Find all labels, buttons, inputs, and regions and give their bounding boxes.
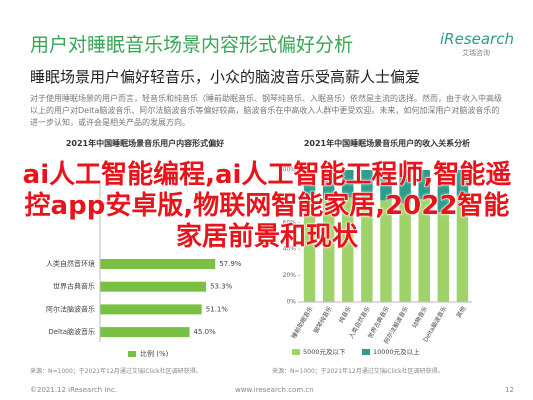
bar-segment	[437, 212, 450, 302]
bar-segment	[399, 203, 411, 302]
bar-segment	[361, 196, 373, 302]
url: www.iresearch.com.cn	[235, 386, 314, 394]
copyright: ©2021.12 iResearch Inc.	[30, 386, 118, 394]
y-tick-label: 100%	[279, 167, 296, 174]
bar-segment	[322, 199, 335, 302]
bar-segment	[418, 170, 430, 200]
y-tick-label: 80%	[283, 193, 297, 200]
bar-segment	[437, 170, 450, 213]
y-tick-label: 0%	[286, 299, 296, 306]
bar-segment	[342, 197, 354, 302]
source-note: 来源：N=1000；于2021年12月通过艾瑞iClick社区调研获得。	[272, 368, 444, 375]
chart-title: 2021年中国睡眠场景音乐用户的收入关系分析	[303, 139, 471, 148]
legend-label: 10000元及以上	[373, 347, 420, 356]
logo: iResearch	[440, 30, 514, 48]
x-tick-label: 纯音乐	[337, 305, 353, 325]
x-tick-label: 睡前助眠音乐	[290, 305, 315, 340]
legend-swatch	[362, 349, 370, 355]
bar-segment	[456, 196, 469, 302]
y-tick-label: 60%	[283, 219, 297, 226]
category-label: 世界古典音乐	[53, 282, 95, 291]
bar-segment	[303, 196, 316, 302]
bar-segment	[456, 170, 469, 197]
subtitle: 睡眠场景用户偏好轻音乐，小众的脑波音乐受高薪人士偏爱	[30, 68, 421, 86]
page-title: 用户对睡眠音乐场景内容形式偏好分析	[30, 34, 354, 56]
value-label: 51.1%	[206, 305, 229, 313]
bar-segment	[322, 170, 335, 200]
y-tick-label: 20%	[283, 272, 297, 279]
bar-segment	[303, 170, 316, 197]
bar	[100, 259, 216, 269]
value-label: 53.3%	[210, 283, 233, 291]
bar-segment	[380, 200, 392, 302]
logo-sub: 艾瑞咨询	[462, 49, 490, 57]
page-number: 12	[505, 386, 514, 394]
chart-title: 2021年中国睡眠场景音乐用户内容形式偏好	[65, 139, 225, 148]
bar-segment	[380, 170, 392, 201]
bar	[100, 304, 202, 315]
category-label: 阿尔法脑波音乐	[46, 304, 95, 313]
x-tick-label: 动物音乐	[410, 305, 429, 330]
overlay-title: ai人工智能编程,ai人工智能工程师,智能遥控app安卓版,物联网智能家居,20…	[22, 160, 512, 253]
paragraph: 对于使用睡眠场景的用户而言，轻音乐和纯音乐（睡前助眠音乐、钢琴纯音乐、入眠音乐）…	[30, 94, 502, 127]
legend-label: 比例 (%)	[140, 349, 169, 358]
value-label: 57.9%	[219, 260, 242, 268]
bar-segment	[399, 170, 411, 203]
x-tick-label: 钢琴纯音乐	[312, 305, 334, 335]
bar-segment	[418, 199, 430, 302]
bar-segment	[361, 170, 373, 197]
legend-label: 5000元及以下	[303, 348, 346, 356]
y-tick-label: 40%	[283, 246, 297, 253]
x-tick-label: 其他	[455, 305, 468, 319]
source-note: 来源：N=1000；于2021年12月通过艾瑞iClick社区调研获得。	[30, 368, 202, 375]
value-label: 45.0%	[194, 328, 217, 336]
bar-segment	[342, 170, 354, 198]
legend-swatch	[292, 349, 300, 355]
legend-swatch	[128, 351, 136, 357]
category-label: 人类自然音环境	[46, 259, 95, 268]
bar	[100, 281, 207, 292]
bar	[100, 327, 190, 338]
category-label: Delta脑波音乐	[48, 327, 95, 336]
